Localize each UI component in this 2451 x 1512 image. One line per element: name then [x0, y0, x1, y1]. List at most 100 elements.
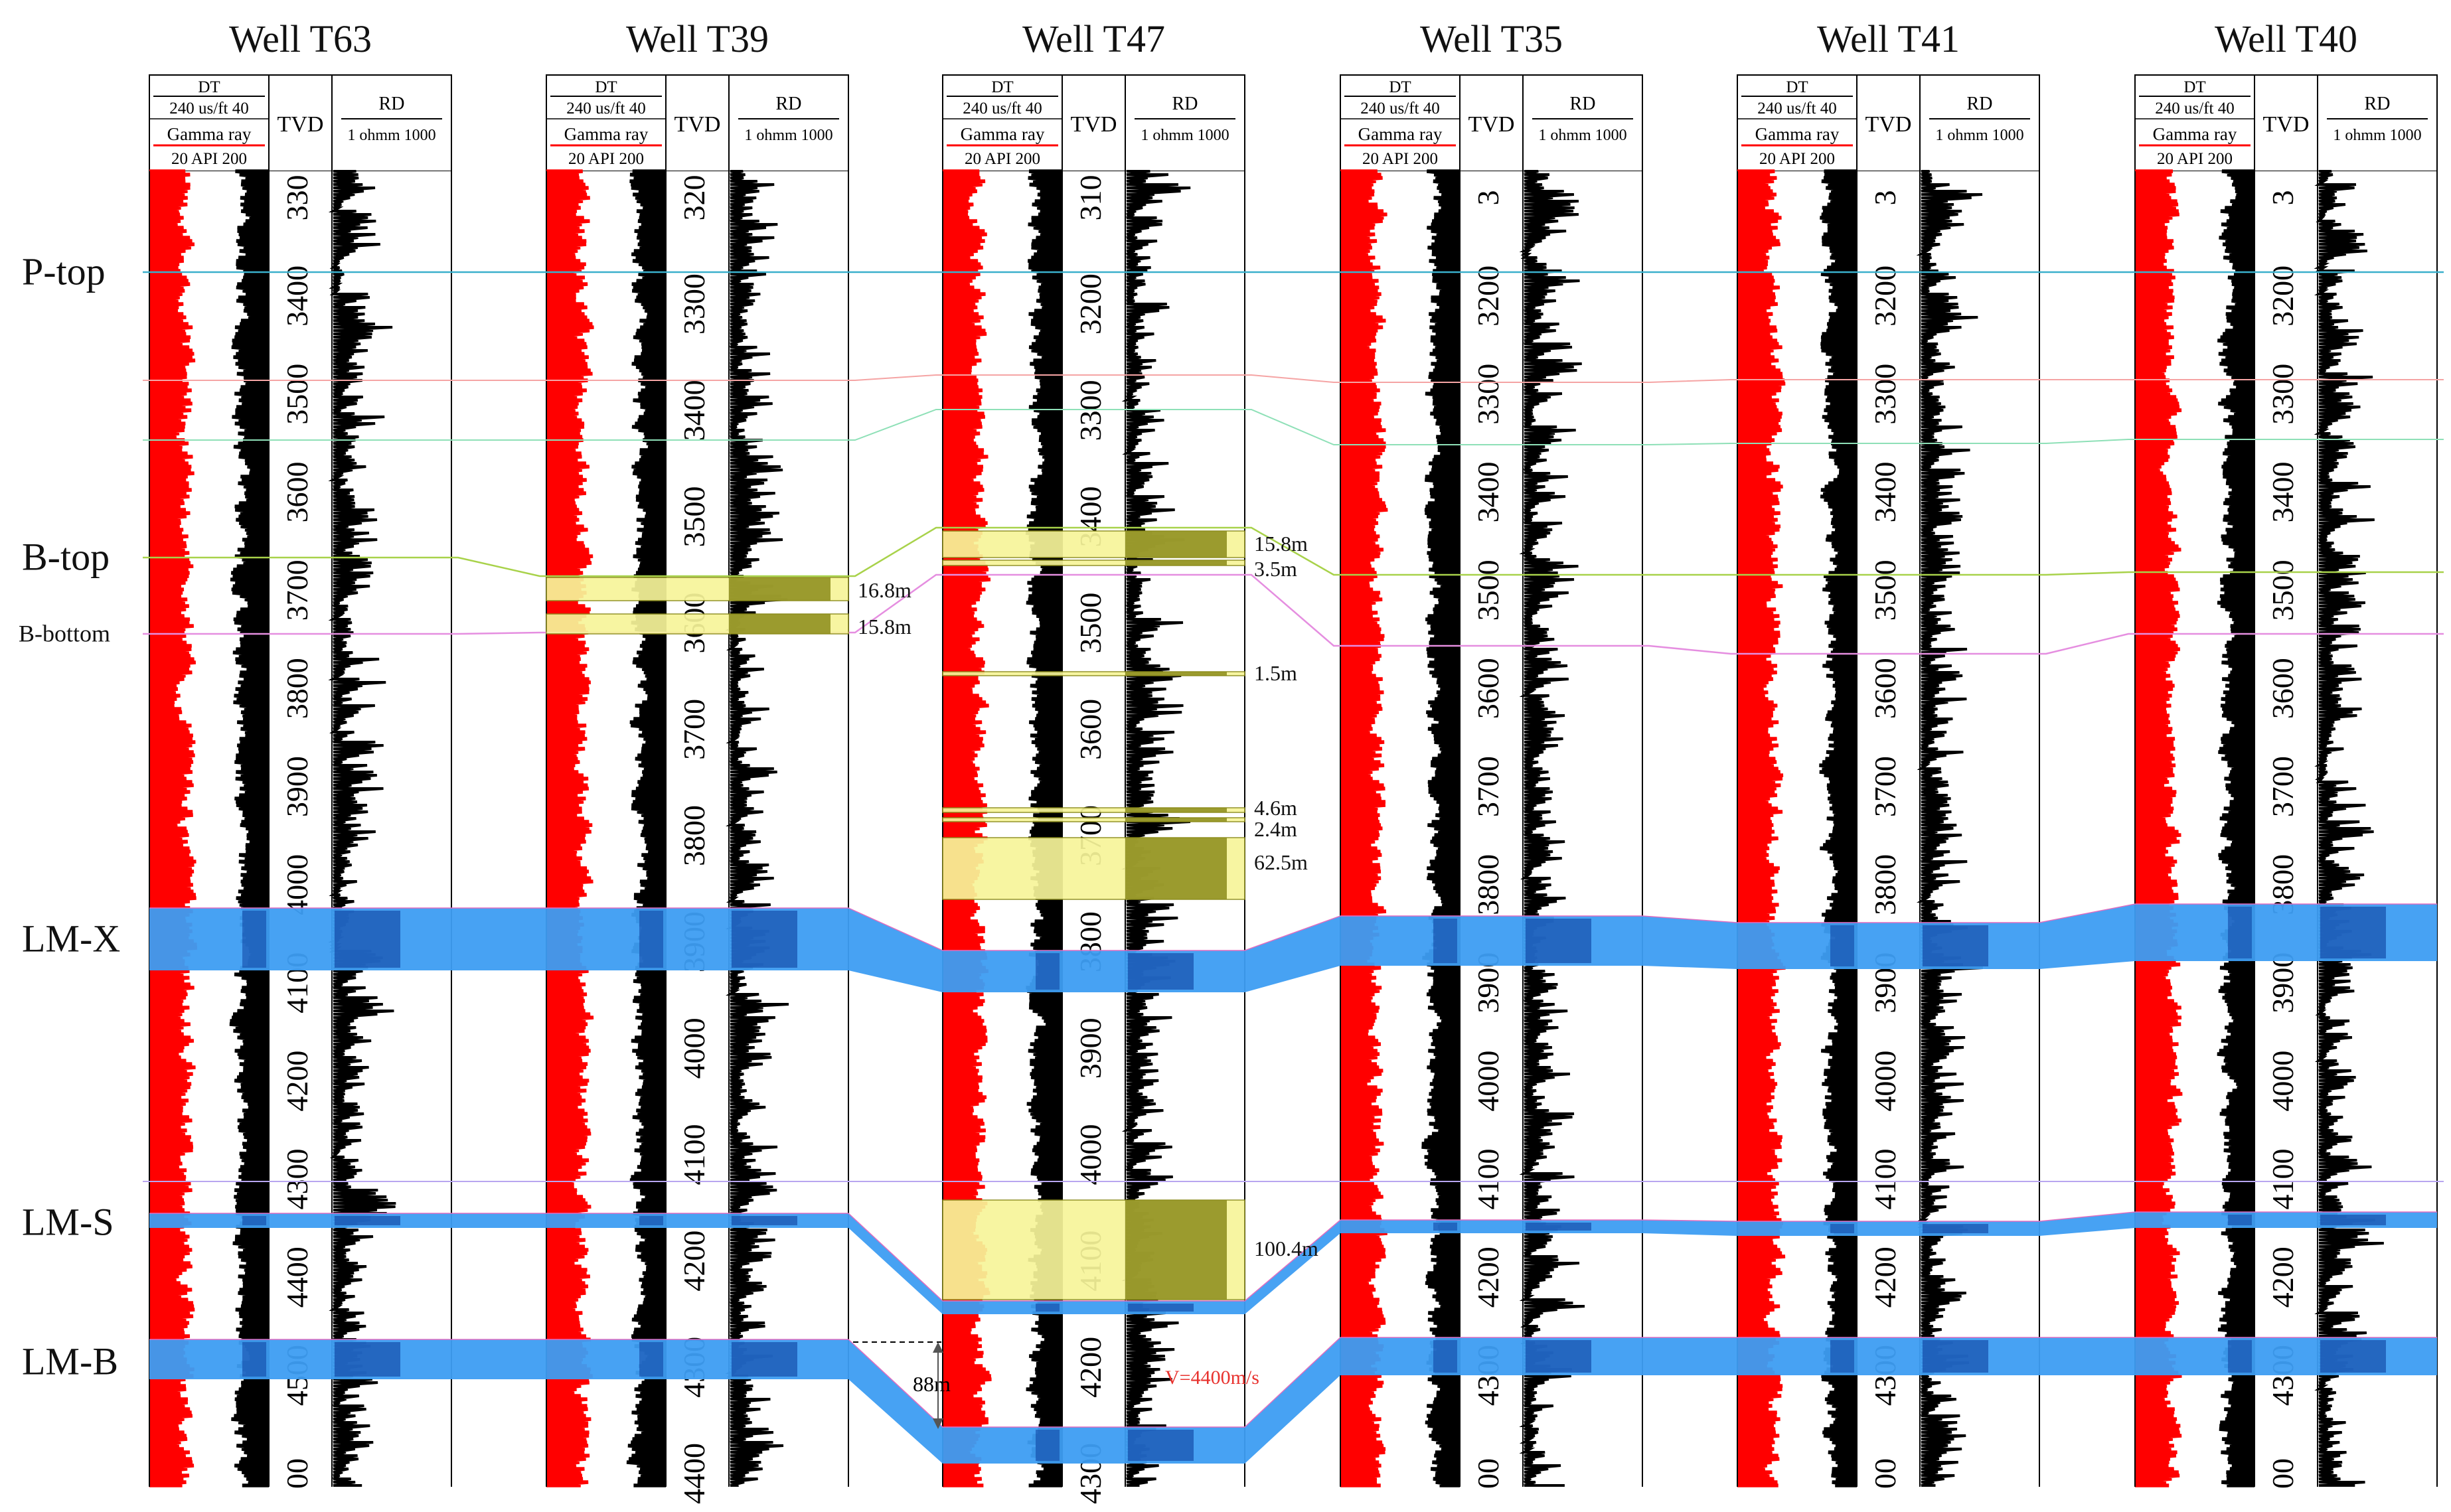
rd-label: RD [379, 94, 405, 114]
thickness-label: 3.5m [1254, 557, 1297, 581]
tvd-tick-label: 00 [1868, 1458, 1902, 1489]
tvd-track [269, 171, 332, 1487]
tvd-tick-label: 3200 [1073, 273, 1107, 335]
tvd-track [1460, 171, 1523, 1487]
gr-label: Gamma ray [961, 124, 1045, 144]
gamma-ray-curve [149, 169, 198, 1487]
dt-scale: 240 us/ft 40 [1360, 100, 1439, 117]
layer-log-fill [639, 1216, 663, 1225]
tvd-tick-label: 00 [1471, 1458, 1505, 1489]
layer-band-lm-x [149, 904, 2437, 992]
layer-log-fill [335, 911, 400, 968]
sand-interval [942, 560, 1245, 566]
thickness-label: 2.4m [1254, 817, 1297, 841]
tvd-tick-label: 3600 [280, 462, 314, 523]
track-header-box [1340, 74, 1643, 172]
rd-track [729, 171, 848, 1487]
tvd-track [666, 171, 729, 1487]
layer-top-line [149, 1211, 2437, 1302]
well-t35: Well T35 DT 240 us/ft 40 Gamma ray 20 API 20… [1340, 17, 1643, 1489]
tvd-tick-label: 4200 [1471, 1247, 1505, 1308]
layer-log-fill [1128, 1304, 1194, 1312]
thickness-label: 100.4m [1254, 1237, 1318, 1260]
thickness-label: 1.5m [1254, 661, 1297, 685]
marker-label-lm-s: LM-S [22, 1201, 114, 1244]
dt-scale: 240 us/ft 40 [1757, 100, 1836, 117]
layer-log-fill [242, 1342, 266, 1377]
tvd-tick-label: 3200 [1868, 265, 1902, 327]
dt-curve [626, 169, 667, 1487]
gamma-ray-curve [546, 169, 594, 1487]
sand-resistivity-fill [1125, 531, 1227, 558]
rd-scale: 1 ohmm 1000 [2333, 127, 2421, 144]
tvd-tick-label: 4000 [1471, 1051, 1505, 1112]
tvd-tick-label: 4100 [677, 1124, 711, 1185]
tvd-tick-label: 3900 [280, 756, 314, 817]
gr-scale: 20 API 200 [965, 150, 1040, 168]
tvd-tick-label: 3500 [280, 364, 314, 425]
tvd-tick-label: 4200 [2266, 1247, 2300, 1308]
marker-label-p-top: P-top [22, 250, 106, 293]
rd-label: RD [2365, 94, 2391, 114]
correlation-line [143, 374, 2444, 383]
gr-label: Gamma ray [564, 124, 649, 144]
dt-label: DT [1389, 78, 1411, 96]
well-t40: Well T40 DT 240 us/ft 40 Gamma ray 20 API 20… [2134, 17, 2438, 1489]
log-tracks: 3320033003400350036003700380039004000410… [1340, 169, 1643, 1489]
sand-interval [942, 671, 1245, 676]
dt-scale: 240 us/ft 40 [963, 100, 1042, 117]
layer-log-fill [1128, 953, 1194, 990]
tvd-tick-label: 3700 [677, 699, 711, 760]
marker-label-b-top: B-top [22, 536, 110, 579]
well-t63: Well T63 DT 240 us/ft 40 Gamma ray 20 API 20… [149, 17, 452, 1489]
tvd-tick-label: 3800 [1868, 854, 1902, 915]
tvd-tick-label: 4000 [2266, 1051, 2300, 1112]
layer-log-fill [2228, 907, 2252, 958]
layer-log-fill [732, 1342, 797, 1377]
dt-label: DT [1786, 78, 1808, 96]
tvd-tick-label: 3 [2266, 190, 2300, 206]
thickness-label: 62.5m [1254, 850, 1308, 874]
tvd-tick-label: 3600 [1471, 658, 1505, 719]
tvd-tick-label: 4200 [1868, 1247, 1902, 1308]
tvd-tick-label: 4400 [280, 1247, 314, 1308]
layer-log-fill [335, 1342, 400, 1377]
marker-line-b-top [143, 526, 2444, 577]
tvd-tick-label: 4200 [280, 1051, 314, 1112]
tvd-tick-label: 4400 [677, 1443, 711, 1504]
sand-resistivity-fill [1125, 808, 1227, 812]
layer-band-lm-b [149, 1337, 2437, 1464]
tvd-tick-label: 3500 [2266, 560, 2300, 621]
marker-line-b-bottom [143, 573, 2444, 655]
gr-label: Gamma ray [167, 124, 252, 144]
layer-log-fill [2320, 1215, 2386, 1225]
rd-label: RD [1172, 94, 1198, 114]
log-tracks: 3320033003400350036003700380039004000410… [1737, 169, 2040, 1489]
rd-scale: 1 ohmm 1000 [1935, 127, 2023, 144]
tvd-tick-label: 3700 [2266, 756, 2300, 817]
tvd-tick-label: 3400 [677, 380, 711, 441]
layer-log-fill [2228, 1215, 2252, 1225]
marker-label-lm-x: LM-X [22, 917, 120, 960]
tvd-label: TVD [674, 112, 721, 137]
tvd-tick-label: 3300 [2266, 364, 2300, 425]
layer-log-fill [242, 1216, 266, 1225]
tvd-tick-label: 3800 [1471, 854, 1505, 915]
layer-log-fill [1526, 1223, 1591, 1231]
layer-log-fill [1433, 919, 1457, 963]
gamma-ray-curve [1737, 169, 1786, 1487]
layer-log-fill [1433, 1340, 1457, 1373]
tvd-tick-label: 3900 [2266, 952, 2300, 1014]
sand-resistivity-fill [1125, 838, 1227, 899]
tvd-tick-label: 00 [280, 1458, 314, 1489]
tvd-tick-label: 4100 [2266, 1148, 2300, 1209]
layer-log-fill [2320, 1340, 2386, 1373]
tvd-tick-label: 3400 [280, 265, 314, 327]
layer-log-fill [335, 1216, 400, 1225]
tvd-track [1857, 171, 1920, 1487]
layer-log-fill [1036, 1430, 1060, 1461]
rd-scale: 1 ohmm 1000 [1141, 127, 1229, 144]
dt-curve [1421, 169, 1461, 1487]
tvd-tick-label: 4200 [677, 1231, 711, 1292]
gr-scale: 20 API 200 [1362, 150, 1438, 168]
